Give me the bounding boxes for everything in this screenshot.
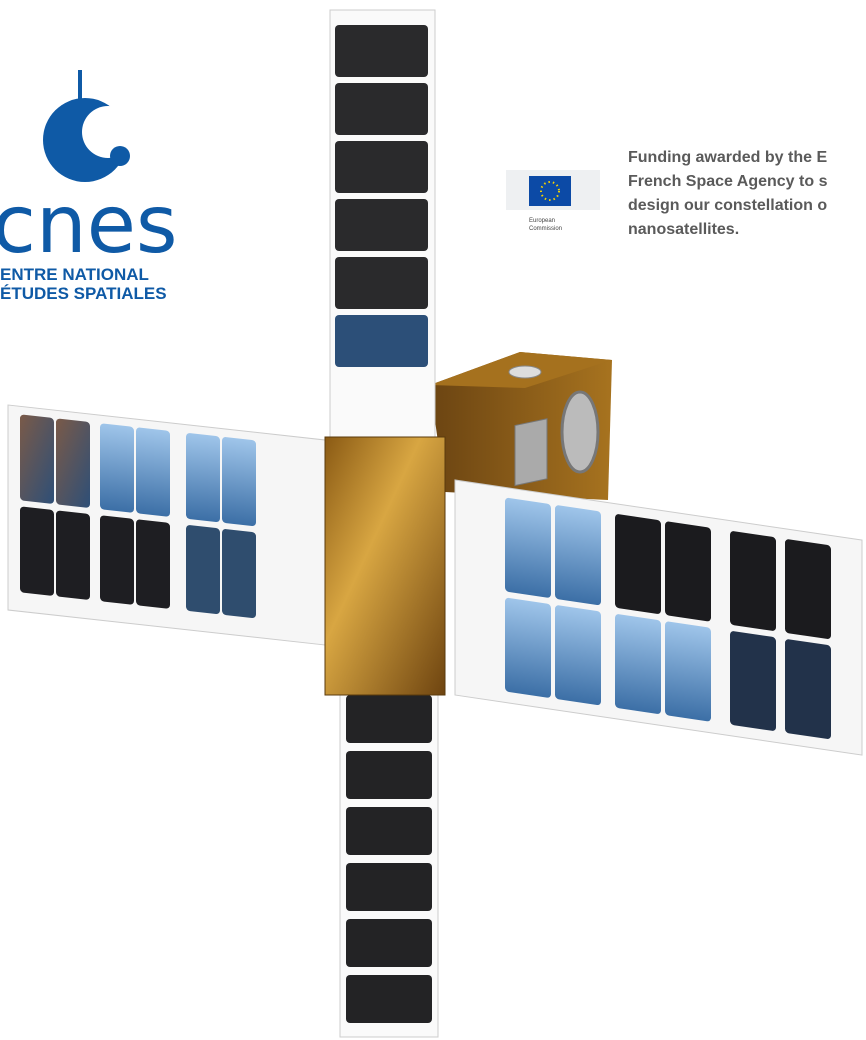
cnes-line: ENTRE NATIONAL <box>0 265 149 284</box>
solar-cell <box>100 515 134 605</box>
solar-cell <box>136 427 170 517</box>
solar-cell <box>346 807 432 855</box>
solar-cell <box>222 529 256 618</box>
funding-line: Funding awarded by the E <box>628 149 828 166</box>
funding-line: design our constellation o <box>628 197 828 214</box>
solar-cell <box>335 83 428 135</box>
funding-line: French Space Agency to s <box>628 173 828 190</box>
solar-cell <box>335 199 428 251</box>
solar-cell <box>335 25 428 77</box>
solar-cell <box>346 863 432 911</box>
solar-cell <box>100 423 134 513</box>
solar-cell <box>505 597 551 698</box>
solar-cell <box>136 519 170 609</box>
solar-cell <box>665 521 711 622</box>
funding-line: nanosatellites. <box>628 221 740 238</box>
solar-cell <box>346 695 432 743</box>
solar-cell <box>56 510 90 600</box>
solar-cell <box>785 539 831 639</box>
solar-cell <box>505 497 551 598</box>
solar-cell <box>346 919 432 967</box>
solar-cell <box>665 621 711 722</box>
solar-cell <box>186 525 220 614</box>
solar-cell <box>335 141 428 193</box>
solar-cell <box>186 433 220 522</box>
solar-cell <box>346 751 432 799</box>
cnes-line: ÉTUDES SPATIALES <box>0 284 167 303</box>
solar-cell <box>56 418 90 508</box>
solar-cell <box>615 614 661 714</box>
cnes-wordmark: cnes <box>0 178 178 271</box>
solar-cell <box>20 506 54 596</box>
solar-cell <box>555 605 601 706</box>
eu-line: Commission <box>529 226 562 232</box>
solar-cell <box>555 505 601 606</box>
eu-logo: European Commission <box>506 170 600 232</box>
solar-cell <box>615 514 661 614</box>
solar-cell <box>335 257 428 309</box>
solar-cell <box>222 437 256 526</box>
solar-cell <box>730 631 776 731</box>
eu-line: European <box>529 218 555 224</box>
solar-cell <box>346 975 432 1023</box>
satellite <box>7 9 863 1038</box>
solar-cell <box>20 414 54 504</box>
solar-cell <box>785 639 831 739</box>
funding-text: Funding awarded by the E French Space Ag… <box>628 146 866 242</box>
solar-cell <box>730 531 776 631</box>
solar-cell <box>335 315 428 367</box>
cnes-logo: cnes ENTRE NATIONAL ÉTUDES SPATIALES <box>0 70 178 303</box>
